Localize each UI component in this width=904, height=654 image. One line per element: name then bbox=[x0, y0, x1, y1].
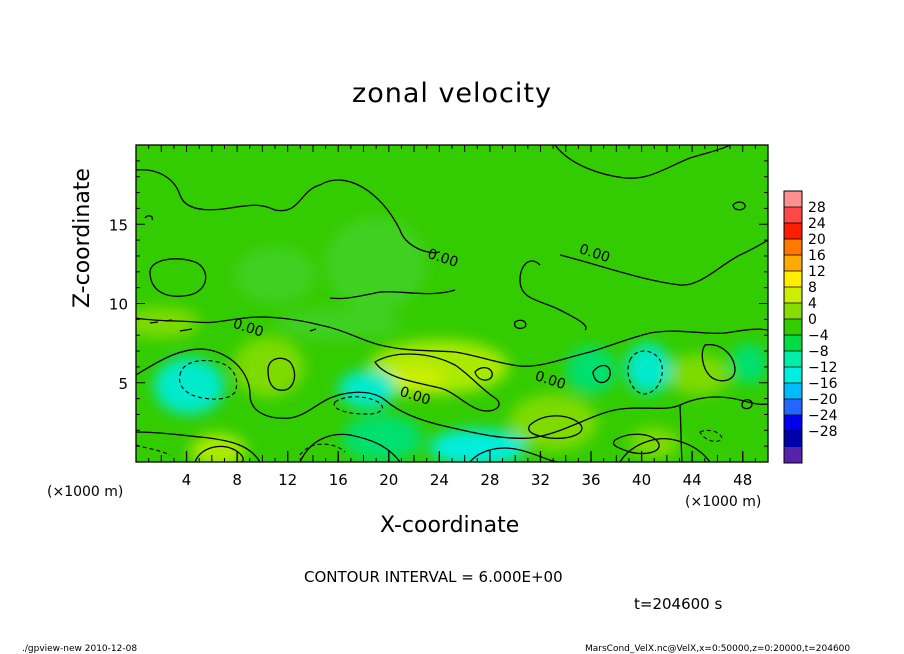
x-tick-label: 20 bbox=[379, 471, 398, 489]
x-tick-label: 40 bbox=[632, 471, 651, 489]
plot-area: 0.00 0.000.000.000.00 4 8 12 16 20 24 28 32 36 40 4… bbox=[109, 144, 769, 489]
field-blob bbox=[508, 393, 598, 451]
field-blob bbox=[338, 370, 397, 409]
footer-data-source: MarsCond_VelX.nc@VelX,x=0:50000,z=0:2000… bbox=[585, 644, 851, 654]
x-tick-label: 8 bbox=[232, 471, 242, 489]
colorbar-swatch bbox=[784, 287, 802, 304]
colorbar-swatch bbox=[784, 447, 802, 464]
field-blob bbox=[730, 343, 768, 385]
zero-contour-topright bbox=[554, 145, 731, 179]
colorbar-label: 4 bbox=[808, 296, 817, 312]
colorbar-swatch bbox=[784, 335, 802, 352]
colorbar-swatch bbox=[784, 207, 802, 224]
field-blob bbox=[666, 354, 731, 396]
colorbar-swatch bbox=[784, 383, 802, 400]
vertical-contour-right bbox=[679, 404, 683, 462]
contour-interval-note: CONTOUR INTERVAL = 6.000E+00 bbox=[304, 568, 563, 586]
field-blob bbox=[153, 357, 225, 415]
contour-six-right bbox=[701, 343, 736, 382]
colorbar-label: 16 bbox=[808, 248, 826, 264]
field-blob bbox=[342, 414, 423, 462]
colorbar-label: 28 bbox=[808, 200, 826, 216]
colorbar-label: 8 bbox=[808, 280, 817, 296]
x-tick-label: 12 bbox=[278, 471, 297, 489]
x-tick-label: 16 bbox=[329, 471, 348, 489]
colorbar-label: −12 bbox=[808, 360, 838, 376]
contour-six-left bbox=[267, 357, 296, 391]
colorbar-swatch bbox=[784, 223, 802, 240]
field-blob bbox=[234, 246, 316, 304]
colorbar-frame bbox=[783, 190, 803, 464]
colorbar-label: −16 bbox=[808, 376, 838, 392]
footer-program-date: ./gpview-new 2010-12-08 bbox=[22, 644, 138, 654]
field-blob bbox=[136, 306, 200, 339]
colorbar-swatch bbox=[784, 399, 802, 416]
x-tick-label: 4 bbox=[182, 471, 192, 489]
colorbar-label: −8 bbox=[808, 344, 829, 360]
colorbar-label: −28 bbox=[808, 424, 838, 440]
chart-title: zonal velocity bbox=[352, 78, 552, 109]
colorbar-swatch bbox=[784, 191, 802, 208]
contour-six-center bbox=[374, 353, 500, 412]
field-blob bbox=[625, 343, 671, 394]
field-blob bbox=[382, 365, 446, 394]
plot-background bbox=[136, 145, 768, 462]
x-axis-unit-left: (×1000 m) bbox=[47, 484, 124, 500]
field-blob bbox=[275, 308, 402, 340]
colorbar-swatch bbox=[784, 239, 802, 256]
neg-contour-right bbox=[627, 350, 663, 395]
field-blob bbox=[565, 346, 617, 394]
neg-contour-left bbox=[178, 359, 238, 400]
neg-contour-center bbox=[333, 396, 383, 415]
zero-contour-lower bbox=[136, 348, 768, 439]
colorbar-label: −4 bbox=[808, 328, 829, 344]
x-tick-label: 48 bbox=[733, 471, 752, 489]
field-blob bbox=[325, 216, 427, 312]
x-tick-label: 44 bbox=[683, 471, 702, 489]
x-tick-label: 28 bbox=[480, 471, 499, 489]
colorbar-swatch bbox=[784, 351, 802, 368]
x-tick-label: 24 bbox=[430, 471, 449, 489]
zero-contour-bottom bbox=[136, 431, 711, 462]
colorbar-label: −24 bbox=[808, 408, 838, 424]
colorbar-swatch bbox=[784, 415, 802, 432]
colorbar-swatch bbox=[784, 431, 802, 448]
colorbar-label: 0 bbox=[808, 312, 817, 328]
contour-lines bbox=[136, 145, 768, 462]
y-axis-label: Z-coordinate bbox=[70, 168, 95, 308]
x-tick-label: 32 bbox=[531, 471, 550, 489]
x-tick-label: 36 bbox=[581, 471, 600, 489]
zero-contour-upper bbox=[136, 169, 768, 331]
colorbar-swatch bbox=[784, 271, 802, 288]
colorbar-swatch bbox=[784, 255, 802, 272]
contour-small-loops bbox=[144, 201, 753, 410]
field-blob bbox=[190, 433, 246, 462]
colorbar-swatch bbox=[784, 303, 802, 320]
colorbar-label: 24 bbox=[808, 216, 826, 232]
zero-contour-mid bbox=[136, 316, 768, 367]
colorbar-label: 20 bbox=[808, 232, 826, 248]
y-tick-label: 15 bbox=[109, 216, 128, 234]
colorbar-swatch bbox=[784, 319, 802, 336]
colorbar-label: 12 bbox=[808, 264, 826, 280]
y-tick-label: 5 bbox=[118, 375, 128, 393]
x-axis-unit-right: (×1000 m) bbox=[685, 494, 762, 510]
x-axis-label: X-coordinate bbox=[380, 513, 520, 538]
colorbar-swatch bbox=[784, 367, 802, 384]
zero-contour-blob-left bbox=[149, 258, 207, 297]
time-stamp: t=204600 s bbox=[634, 595, 723, 613]
contour-six-bottom bbox=[194, 415, 660, 462]
y-tick-label: 10 bbox=[109, 296, 128, 314]
field-blob bbox=[628, 427, 680, 459]
colorbar-label: −20 bbox=[808, 392, 838, 408]
